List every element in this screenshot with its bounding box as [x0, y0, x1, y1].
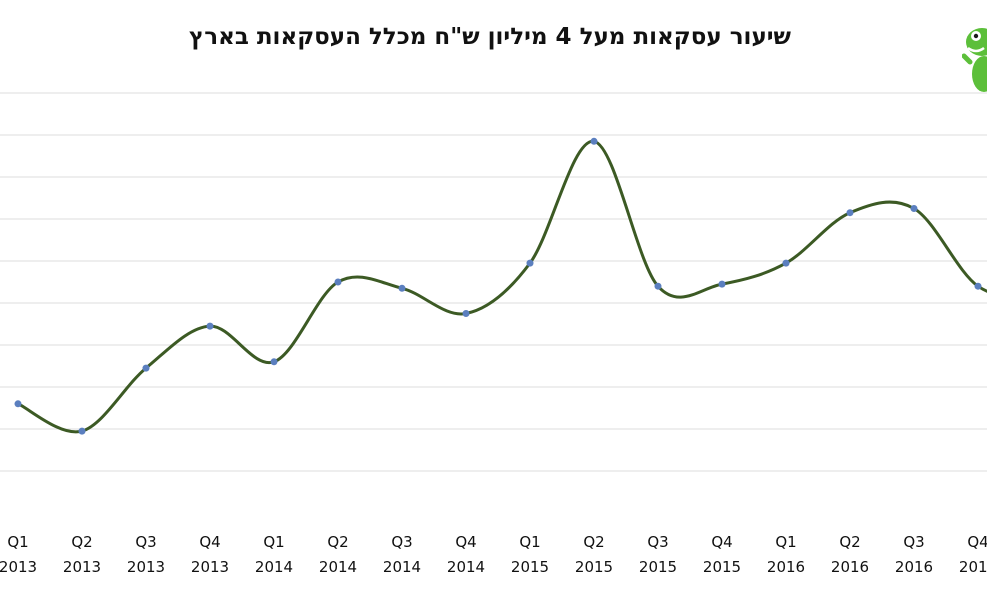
data-point-12	[782, 259, 790, 267]
grid-lines	[0, 92, 987, 472]
data-point-7	[462, 310, 470, 317]
x-tick-quarter-4: Q1	[263, 533, 284, 551]
x-tick-year-0: 2013	[0, 558, 37, 576]
x-tick-quarter-14: Q3	[903, 533, 924, 551]
x-tick-quarter-0: Q1	[7, 533, 28, 551]
x-axis-tick-labels: Q1 2013 Q2 2013 Q3 2013 Q4 2013 Q1 2014 Q2 2014 Q3 20…	[0, 533, 987, 576]
data-point-10	[654, 282, 662, 290]
data-markers	[14, 137, 982, 435]
x-tick-year-9: 2015	[575, 558, 613, 576]
x-tick-quarter-9: Q2	[583, 533, 604, 551]
x-tick-quarter-1: Q2	[71, 533, 92, 551]
x-tick-quarter-10: Q3	[647, 533, 668, 551]
x-tick-year-11: 2015	[703, 558, 741, 576]
x-tick-year-14: 2016	[895, 558, 933, 576]
x-tick-year-4: 2014	[255, 558, 293, 576]
x-tick-quarter-15: Q4	[967, 533, 987, 551]
series-line	[17, 139, 987, 434]
data-point-4	[270, 358, 278, 366]
x-tick-year-6: 2014	[383, 558, 421, 576]
data-point-0	[14, 400, 22, 408]
data-point-14	[910, 205, 918, 212]
x-tick-quarter-11: Q4	[711, 533, 732, 551]
data-point-15	[974, 282, 982, 290]
data-point-3	[206, 322, 214, 330]
data-point-6	[398, 284, 406, 292]
data-point-9	[590, 137, 598, 145]
x-tick-quarter-6: Q3	[391, 533, 412, 551]
x-tick-quarter-13: Q2	[839, 533, 860, 551]
x-tick-year-2: 2013	[127, 558, 165, 576]
data-point-11	[718, 280, 726, 288]
x-tick-quarter-7: Q4	[455, 533, 476, 551]
x-tick-quarter-12: Q1	[775, 533, 796, 551]
data-point-2	[142, 364, 150, 372]
x-tick-year-13: 2016	[831, 558, 869, 576]
data-point-8	[526, 259, 534, 267]
data-point-5	[334, 278, 342, 286]
x-tick-year-5: 2014	[319, 558, 357, 576]
x-tick-quarter-2: Q3	[135, 533, 156, 551]
chart-title: שיעור עסקאות מעל 4 מיליון ש"ח מכלל העסקא…	[189, 24, 791, 50]
cartoon-logo-icon	[961, 20, 987, 100]
data-point-1	[78, 427, 86, 435]
x-tick-quarter-5: Q2	[327, 533, 348, 551]
data-point-13	[846, 209, 854, 217]
x-tick-year-7: 2014	[447, 558, 485, 576]
x-tick-quarter-3: Q4	[199, 533, 220, 551]
x-tick-year-15: 2016	[959, 558, 987, 576]
x-tick-quarter-8: Q1	[519, 533, 540, 551]
x-tick-year-3: 2013	[191, 558, 229, 576]
x-tick-year-8: 2015	[511, 558, 549, 576]
x-tick-year-12: 2016	[767, 558, 805, 576]
x-tick-year-10: 2015	[639, 558, 677, 576]
x-tick-year-1: 2013	[63, 558, 101, 576]
